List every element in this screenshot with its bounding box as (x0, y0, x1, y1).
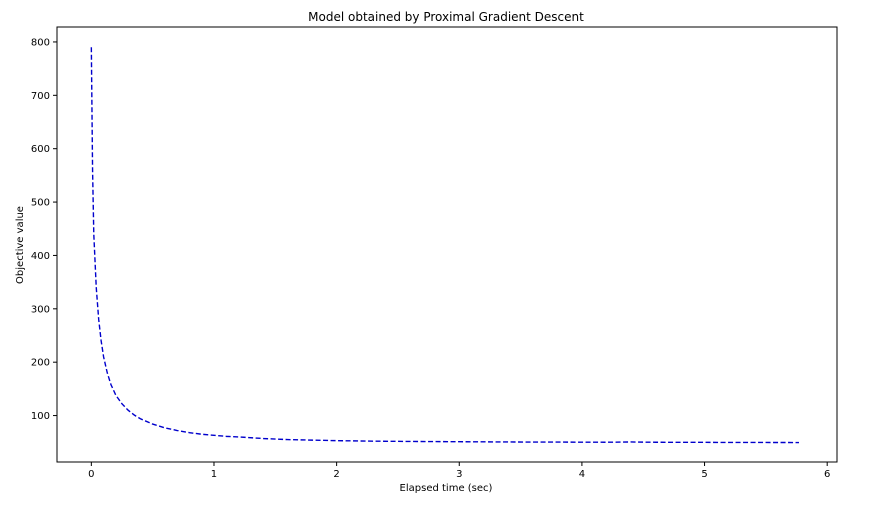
series-layer (90, 47, 799, 444)
y-tick-label: 300 (31, 304, 50, 315)
y-tick-label: 800 (31, 37, 50, 48)
y-tick-label: 400 (31, 251, 50, 262)
plot-area (56, 26, 838, 463)
x-tick-label: 4 (579, 469, 585, 480)
x-tick-label: 5 (701, 469, 707, 480)
x-axis-label: Elapsed time (sec) (400, 483, 493, 494)
y-tick-label: 100 (31, 411, 50, 422)
y-tick-label: 500 (31, 198, 50, 209)
y-tick-label: 600 (31, 144, 50, 155)
x-tick-label: 3 (456, 469, 462, 480)
x-tick-label: 0 (88, 469, 94, 480)
y-axis-ticks: 100 200 300 400 500 600 700 800 (31, 37, 57, 422)
series-line (90, 47, 799, 444)
x-tick-label: 1 (211, 469, 217, 480)
x-tick-label: 6 (824, 469, 830, 480)
x-tick-label: 2 (333, 469, 339, 480)
x-axis-ticks: 0 1 2 3 4 5 6 (88, 462, 830, 480)
y-tick-label: 700 (31, 91, 50, 102)
y-axis-label: Objective value (15, 206, 26, 284)
y-tick-label: 200 (31, 358, 50, 369)
chart-title: Model obtained by Proximal Gradient Desc… (308, 10, 584, 24)
